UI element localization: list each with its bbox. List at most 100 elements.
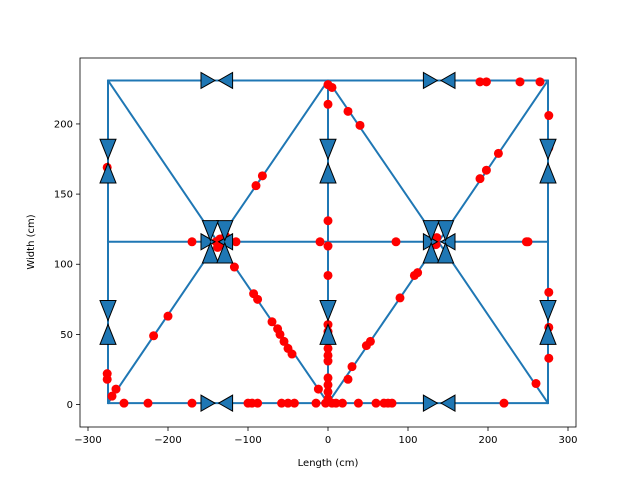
data-point-75 (481, 77, 491, 87)
arrow-marker-31 (436, 241, 455, 264)
data-point-3 (107, 391, 117, 401)
data-point-36 (315, 237, 325, 247)
data-point-82 (523, 237, 533, 247)
y-tick-label: 200 (54, 119, 73, 130)
data-point-76 (515, 77, 525, 87)
data-point-33 (289, 398, 299, 408)
line-segment-8 (216, 79, 329, 243)
arrow-marker-12 (319, 138, 337, 161)
line-segment-12 (437, 79, 549, 243)
arrow-marker-7 (439, 394, 456, 413)
data-point-46 (323, 343, 333, 353)
arrow-marker-4 (200, 394, 217, 413)
arrow-marker-28 (422, 241, 440, 264)
data-points (102, 77, 554, 408)
data-point-21 (253, 294, 263, 304)
y-tick-label: 150 (54, 190, 73, 201)
data-point-17 (229, 262, 239, 272)
arrow-marker-23 (439, 232, 456, 251)
x-axis-ticks: −300 −200 −100 0 100 200 300 (74, 427, 578, 446)
data-point-80 (493, 148, 503, 158)
data-point-2 (102, 374, 112, 384)
data-point-50 (323, 380, 333, 390)
data-point-5 (119, 398, 129, 408)
data-point-71 (413, 268, 423, 278)
arrow-marker-15 (319, 323, 337, 345)
arrow-marker-11 (99, 323, 117, 345)
x-tick-label: 300 (558, 435, 577, 446)
data-point-10 (187, 237, 197, 247)
arrow-marker-13 (319, 161, 337, 184)
data-point-83 (499, 398, 509, 408)
arrow-marker-30 (422, 220, 440, 242)
x-tick-label: 0 (325, 435, 331, 446)
data-point-30 (253, 398, 263, 408)
arrow-marker-29 (436, 220, 455, 242)
y-axis-ticks: 0 50 100 150 200 (54, 119, 80, 411)
data-point-57 (343, 374, 353, 384)
data-point-35 (313, 384, 323, 394)
data-point-55 (331, 398, 341, 408)
data-point-74 (475, 77, 485, 87)
arrow-marker-27 (216, 241, 234, 264)
data-point-39 (323, 99, 333, 109)
arrow-marker-8 (99, 138, 117, 161)
data-point-84 (531, 379, 541, 389)
arrow-marker-14 (319, 300, 337, 322)
data-point-53 (321, 398, 331, 408)
x-tick-label: −200 (154, 435, 181, 446)
arrow-marker-1 (217, 71, 234, 90)
arrow-marker-10 (99, 300, 117, 322)
data-point-40 (323, 216, 333, 226)
data-point-4 (111, 384, 121, 394)
arrow-marker-18 (539, 300, 557, 322)
data-point-78 (475, 174, 485, 184)
y-tick-label: 50 (60, 330, 73, 341)
data-point-16 (231, 237, 241, 247)
data-point-58 (347, 362, 357, 372)
line-segment-11 (437, 240, 549, 405)
data-point-69 (395, 293, 405, 303)
data-point-56 (337, 398, 347, 408)
y-tick-label: 100 (54, 260, 73, 271)
arrow-marker-17 (539, 161, 557, 184)
data-point-60 (365, 336, 375, 346)
data-point-85 (544, 111, 554, 121)
data-point-14 (213, 242, 223, 252)
data-point-18 (251, 181, 261, 191)
data-point-25 (279, 336, 289, 346)
data-point-24 (275, 329, 285, 339)
data-point-42 (323, 270, 333, 280)
line-segment-10 (327, 79, 440, 243)
data-point-27 (287, 349, 297, 359)
arrow-marker-20 (200, 232, 217, 251)
data-point-67 (355, 120, 365, 130)
arrow-marker-26 (201, 220, 220, 242)
data-point-31 (277, 398, 287, 408)
data-point-22 (267, 317, 277, 327)
arrow-marker-9 (99, 161, 117, 184)
data-point-8 (149, 331, 159, 341)
data-point-48 (323, 356, 333, 366)
arrow-marker-5 (217, 394, 234, 413)
arrow-marker-3 (439, 71, 456, 90)
data-point-41 (323, 241, 333, 251)
data-point-66 (343, 106, 353, 116)
line-segment-9 (107, 240, 219, 405)
data-point-34 (311, 398, 321, 408)
arrow-marker-6 (422, 394, 439, 413)
data-point-87 (544, 287, 554, 297)
data-point-7 (187, 398, 197, 408)
arrow-marker-25 (216, 220, 234, 242)
data-point-68 (391, 237, 401, 247)
x-tick-label: 200 (478, 435, 497, 446)
x-tick-label: −100 (234, 435, 261, 446)
data-point-51 (323, 387, 333, 397)
x-tick-label: −300 (74, 435, 101, 446)
data-point-38 (327, 82, 337, 92)
y-axis-label: Width (cm) (26, 214, 37, 269)
data-point-32 (283, 398, 293, 408)
data-point-77 (535, 77, 545, 87)
data-point-9 (163, 311, 173, 321)
